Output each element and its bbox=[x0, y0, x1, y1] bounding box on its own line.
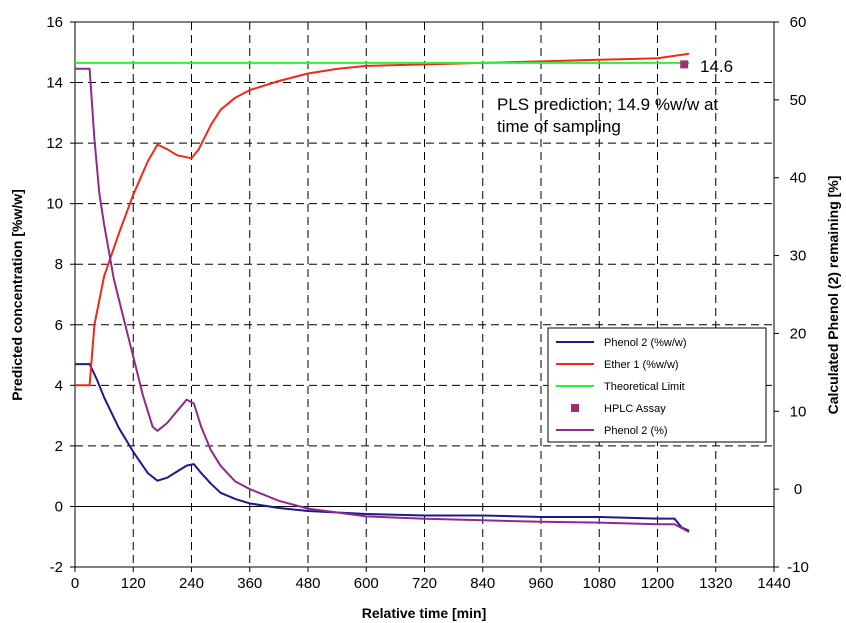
series-layer bbox=[75, 52, 690, 533]
pls-annotation-line2: time of sampling bbox=[497, 117, 621, 136]
y-tick-label: 10 bbox=[46, 196, 63, 213]
y2-tick-label: 10 bbox=[790, 403, 807, 420]
plot-area bbox=[74, 21, 775, 568]
x-axis-title: Relative time [min] bbox=[362, 605, 486, 621]
y2-tick-label: 30 bbox=[790, 248, 807, 265]
x-tick-labels: 0 120 240 360 480 600 720 840 960 1080 1200 1320 144… bbox=[71, 567, 791, 592]
y2-tick-labels: -10 0 10 20 30 40 50 60 bbox=[774, 14, 809, 576]
y-tick-label: 8 bbox=[55, 256, 63, 273]
y2-tick-label: 50 bbox=[790, 92, 807, 109]
legend-label: Ether 1 (%w/w) bbox=[604, 359, 679, 371]
series-line-phenol-2 bbox=[75, 67, 690, 533]
pls-annotation-line1: PLS prediction; 14.9 %w/w at bbox=[497, 95, 718, 114]
x-tick-label: 600 bbox=[354, 575, 379, 592]
y2-tick-label: 0 bbox=[794, 481, 802, 498]
y-tick-label: -2 bbox=[50, 559, 63, 576]
x-tick-label: 0 bbox=[71, 575, 79, 592]
x-tick-label: 840 bbox=[470, 575, 495, 592]
x-tick-label: 960 bbox=[528, 575, 553, 592]
legend-items: Phenol 2 (%w/w) Ether 1 (%w/w) Theoretical… bbox=[556, 337, 687, 437]
y-tick-label: 12 bbox=[46, 135, 63, 152]
legend-label: HPLC Assay bbox=[604, 403, 666, 415]
y-tick-labels: -2 0 2 4 6 8 10 12 14 16 bbox=[46, 14, 75, 576]
series-line-phenol-2-w-w bbox=[75, 363, 690, 532]
y-axis-title: Predicted concentration [%w/w] bbox=[9, 189, 25, 401]
legend-label: Theoretical Limit bbox=[604, 381, 685, 393]
x-tick-label: 240 bbox=[179, 575, 204, 592]
legend-label: Phenol 2 (%) bbox=[604, 425, 668, 437]
y-tick-label: 4 bbox=[55, 377, 63, 394]
y2-tick-label: -10 bbox=[787, 559, 809, 576]
x-tick-label: 480 bbox=[295, 575, 320, 592]
x-tick-label: 1200 bbox=[641, 575, 674, 592]
y-tick-label: 16 bbox=[46, 14, 63, 31]
hplc-value-label: 14.6 bbox=[700, 57, 733, 76]
y2-tick-label: 40 bbox=[790, 170, 807, 187]
x-tick-label: 1440 bbox=[757, 575, 790, 592]
legend-label: Phenol 2 (%w/w) bbox=[604, 337, 687, 349]
data-point-hplc-assay bbox=[680, 60, 689, 69]
x-tick-label: 720 bbox=[412, 575, 437, 592]
y2-tick-label: 60 bbox=[790, 14, 807, 31]
legend: Phenol 2 (%w/w) Ether 1 (%w/w) Theoretical… bbox=[547, 327, 767, 443]
x-tick-label: 120 bbox=[121, 575, 146, 592]
x-tick-label: 1080 bbox=[583, 575, 616, 592]
x-tick-label: 1320 bbox=[699, 575, 732, 592]
y-tick-label: 6 bbox=[55, 317, 63, 334]
y-tick-label: 14 bbox=[46, 75, 63, 92]
y-tick-label: 2 bbox=[55, 438, 63, 455]
x-tick-label: 360 bbox=[237, 575, 262, 592]
y-tick-label: 0 bbox=[55, 498, 63, 515]
y2-axis-title: Calculated Phenol (2) remaining [%] bbox=[825, 176, 841, 415]
y2-tick-label: 20 bbox=[790, 325, 807, 342]
legend-swatch bbox=[571, 404, 579, 412]
